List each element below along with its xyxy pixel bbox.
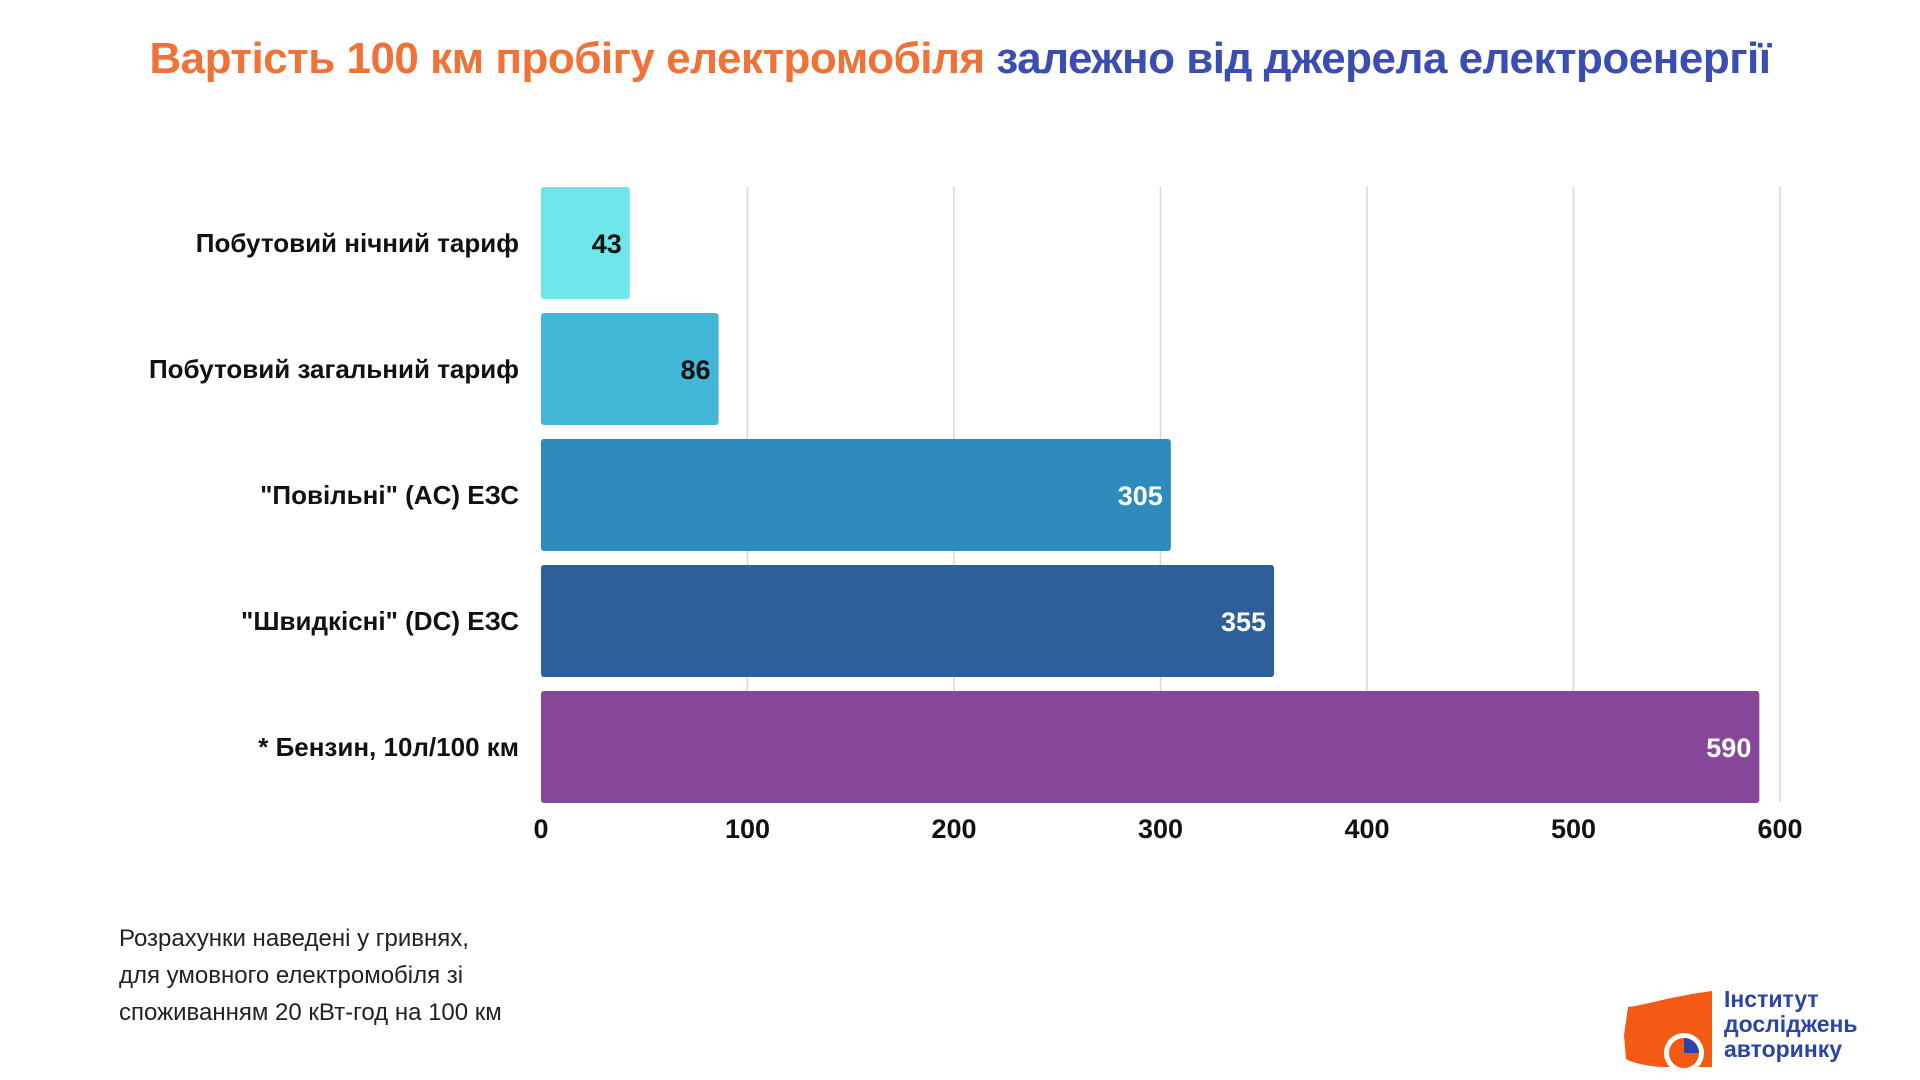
bar [541, 691, 1760, 803]
x-tick-label: 200 [931, 814, 976, 844]
category-label: Побутовий загальний тариф [149, 354, 519, 384]
title-part-blue: залежно від джерела електроенергії [996, 34, 1771, 83]
x-tick-label: 300 [1138, 814, 1183, 844]
data-label: 43 [592, 229, 622, 259]
bar [541, 313, 719, 425]
data-label: 305 [1118, 481, 1163, 511]
x-tick-label: 0 [533, 814, 548, 844]
x-tick-label: 600 [1757, 814, 1802, 844]
logo-car-icon [1624, 991, 1712, 1073]
bar [541, 439, 1171, 551]
data-label: 355 [1221, 607, 1266, 637]
bar [541, 565, 1275, 677]
x-tick-label: 400 [1344, 814, 1389, 844]
chart-title: Вартість 100 км пробігу електромобіля за… [0, 34, 1920, 84]
logo-text: Інститут [1724, 986, 1819, 1012]
footnote: Розрахунки наведені у гривнях, для умовн… [119, 920, 502, 1031]
footnote-line: Розрахунки наведені у гривнях, [119, 925, 469, 952]
data-label: 86 [681, 355, 711, 385]
logo-text: авторинку [1724, 1036, 1843, 1062]
x-tick-label: 500 [1551, 814, 1596, 844]
bar [541, 187, 630, 299]
x-tick-label: 100 [725, 814, 770, 844]
data-label: 590 [1706, 733, 1751, 763]
footnote-line: споживанням 20 кВт-год на 100 км [119, 999, 502, 1026]
logo-text: досліджень [1724, 1011, 1858, 1037]
category-label: "Повільні" (AC) ЕЗС [260, 480, 519, 510]
title-part-orange: Вартість 100 км пробігу електромобіля [149, 34, 985, 83]
category-label: "Швидкісні" (DC) ЕЗС [241, 606, 519, 636]
category-label: Побутовий нічний тариф [196, 228, 519, 258]
category-label: * Бензин, 10л/100 км [258, 732, 519, 762]
logo: Інститут досліджень авторинку [1622, 985, 1882, 1075]
footnote-line: для умовного електромобіля зі [119, 962, 464, 989]
